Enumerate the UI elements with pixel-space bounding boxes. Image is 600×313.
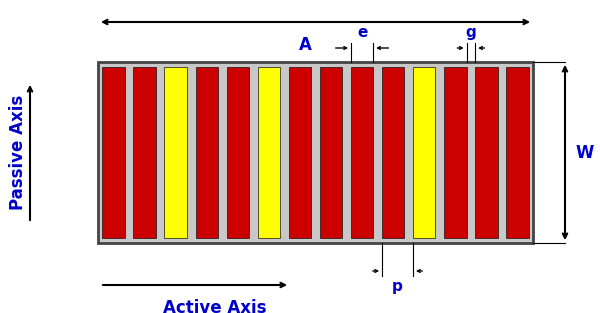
Bar [351,67,373,238]
Bar [196,67,218,238]
Bar [258,67,280,238]
Text: W: W [575,143,593,162]
Text: Passive Axis: Passive Axis [9,95,27,210]
Bar [506,67,529,238]
Bar [227,67,249,238]
Text: g: g [466,25,476,40]
Bar [413,67,436,238]
Bar [289,67,311,238]
Bar [475,67,497,238]
Bar [444,67,467,238]
Text: Active Axis: Active Axis [163,299,267,313]
Bar [382,67,404,238]
Bar [98,62,533,243]
Text: p: p [392,279,403,294]
Bar [320,67,342,238]
Bar [103,67,125,238]
Bar [164,67,187,238]
Bar [133,67,156,238]
Text: e: e [357,25,367,40]
Text: A: A [299,36,312,54]
